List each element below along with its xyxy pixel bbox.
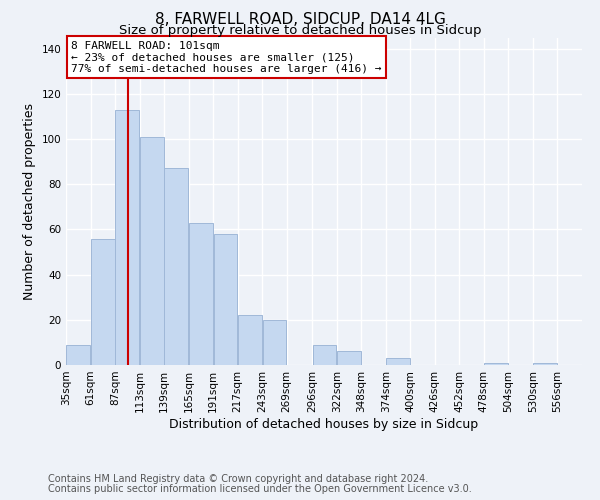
Bar [140,137,164,365]
Y-axis label: Number of detached properties: Number of detached properties [23,103,36,300]
Bar [91,238,115,365]
Bar [115,110,139,365]
Bar [484,362,508,365]
Bar [214,234,238,365]
Text: Contains HM Land Registry data © Crown copyright and database right 2024.: Contains HM Land Registry data © Crown c… [48,474,428,484]
Bar [189,222,213,365]
Text: Size of property relative to detached houses in Sidcup: Size of property relative to detached ho… [119,24,481,37]
X-axis label: Distribution of detached houses by size in Sidcup: Distribution of detached houses by size … [169,418,479,430]
Bar [263,320,286,365]
Bar [313,344,337,365]
Text: Contains public sector information licensed under the Open Government Licence v3: Contains public sector information licen… [48,484,472,494]
Text: 8 FARWELL ROAD: 101sqm
← 23% of detached houses are smaller (125)
77% of semi-de: 8 FARWELL ROAD: 101sqm ← 23% of detached… [71,41,382,74]
Bar [337,352,361,365]
Bar [164,168,188,365]
Text: 8, FARWELL ROAD, SIDCUP, DA14 4LG: 8, FARWELL ROAD, SIDCUP, DA14 4LG [155,12,445,28]
Bar [67,344,90,365]
Bar [533,362,557,365]
Bar [238,316,262,365]
Bar [386,358,410,365]
